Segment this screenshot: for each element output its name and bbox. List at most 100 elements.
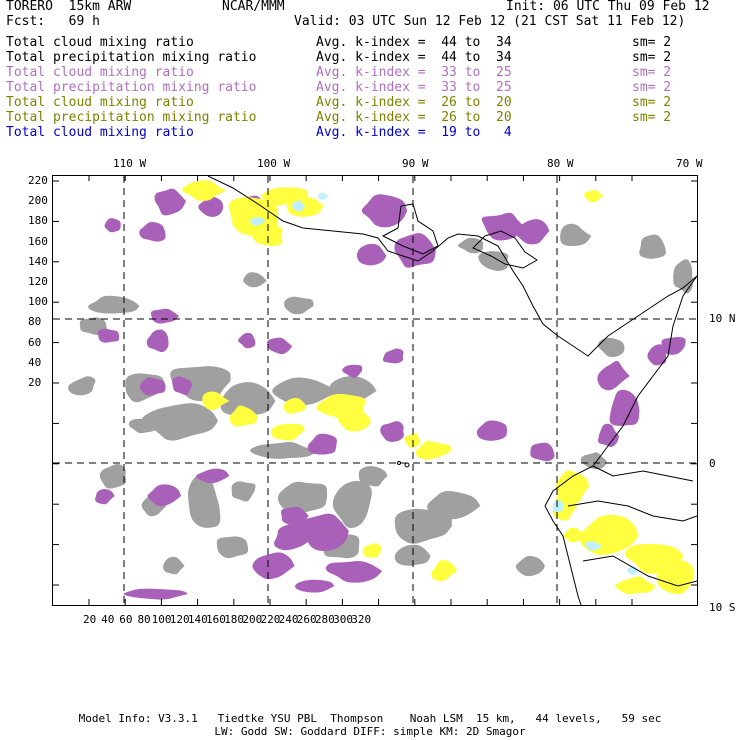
longitude-label: 80 W	[547, 157, 574, 170]
gray-cloud-region	[478, 251, 509, 272]
init-time: Init: 06 UTC Thu 09 Feb 12	[506, 0, 710, 14]
grid-y-label: 120	[28, 275, 48, 288]
purple-cloud-region	[598, 423, 620, 447]
legend-kindex-range: Avg. k-index = 44 to 34	[316, 35, 512, 50]
purple-cloud-region	[123, 588, 188, 600]
grid-x-label: 180	[224, 613, 245, 626]
purple-cloud-region	[266, 337, 293, 355]
yellow-precip-region	[270, 423, 305, 441]
grid-x-label: 300	[333, 613, 353, 626]
yellow-precip-region	[614, 576, 657, 595]
yellow-precip-region	[656, 560, 695, 595]
legend-kindex-range: Avg. k-index = 33 to 25	[316, 80, 512, 95]
legend-kindex-range: Avg. k-index = 19 to 4	[316, 125, 512, 140]
gray-cloud-region	[68, 376, 96, 396]
legend-row: Total precipitation mixing ratio Avg. k-i…	[6, 110, 734, 125]
yellow-precip-region	[563, 527, 585, 543]
gray-cloud-region	[639, 234, 667, 259]
legend-field-label: Total precipitation mixing ratio	[6, 110, 257, 125]
grid-x-label: 240	[278, 613, 299, 626]
legend-smoothing: sm= 2	[632, 80, 672, 95]
purple-cloud-region	[476, 420, 507, 441]
grid-y-label: 160	[28, 234, 48, 248]
legend-smoothing: sm= 2	[632, 110, 672, 125]
gray-cloud-region	[427, 491, 481, 520]
purple-cloud-region	[356, 243, 387, 266]
yellow-precip-region	[584, 190, 604, 203]
yellow-precip-region	[252, 223, 283, 247]
purple-cloud-region	[139, 377, 166, 396]
yellow-precip-region	[202, 391, 230, 410]
purple-cloud-region	[530, 442, 555, 462]
legend-kindex-range: Avg. k-index = 26 to 20	[316, 95, 512, 110]
grid-x-label: 160	[206, 613, 226, 626]
purple-cloud-region	[647, 344, 667, 366]
yellow-precip-region	[362, 543, 382, 558]
grid-y-label: 80	[28, 315, 42, 329]
model-info-line: Model Info: V3.3.1 Tiedtke YSU PBL Thomp…	[78, 712, 662, 725]
legend-field-label: Total precipitation mixing ratio	[6, 80, 257, 95]
grid-y-label: 180	[28, 214, 48, 228]
grid-y-label: 40	[28, 355, 42, 369]
legend-smoothing: sm= 2	[632, 50, 672, 65]
grid-x-label: 140	[187, 613, 208, 626]
yellow-precip-region	[431, 560, 458, 582]
legend-smoothing: sm= 2	[632, 95, 672, 110]
purple-cloud-region	[196, 468, 230, 484]
center-name: NCAR/MMM	[222, 0, 285, 14]
gray-cloud-region	[243, 272, 267, 288]
grid-x-label: 60	[119, 613, 133, 626]
purple-cloud-region	[307, 433, 338, 455]
grid-y-label: 140	[28, 254, 48, 268]
gray-cloud-region	[220, 382, 276, 417]
legend-smoothing: sm= 2	[632, 65, 672, 80]
purple-cloud-region	[147, 484, 182, 507]
purple-cloud-region	[514, 219, 550, 245]
legend-row: Total precipitation mixing ratio Avg. k-i…	[6, 80, 734, 95]
cloud-mixing-ratio-map	[53, 176, 697, 605]
grid-x-label: 100	[151, 613, 172, 626]
grid-x-label: 320	[351, 613, 372, 626]
purple-cloud-region	[382, 348, 404, 364]
grid-x-label: 80	[137, 613, 151, 626]
legend-kindex-range: Avg. k-index = 44 to 34	[316, 50, 512, 65]
legend-row: Total cloud mixing ratio Avg. k-index = 3…	[6, 65, 734, 80]
purple-cloud-region	[301, 513, 349, 552]
gray-cloud-region	[277, 481, 328, 515]
yellow-precip-region	[229, 405, 258, 427]
cyan-precip-core	[291, 200, 305, 212]
gray-cloud-region	[394, 508, 452, 544]
purple-cloud-region	[97, 328, 120, 343]
purple-cloud-region	[280, 506, 309, 526]
grid-y-label: 200	[28, 194, 48, 208]
legend-row: Total cloud mixing ratio Avg. k-index = 2…	[6, 95, 734, 110]
grid-x-label: 280	[314, 613, 335, 626]
yellow-precip-region	[182, 180, 227, 201]
purple-cloud-region	[342, 364, 363, 378]
legend-field-label: Total precipitation mixing ratio	[6, 50, 257, 65]
legend-row: Total precipitation mixing ratio Avg. k-i…	[6, 50, 734, 65]
gray-cloud-region	[560, 223, 592, 247]
longitude-label: 100 W	[257, 157, 291, 170]
purple-cloud-region	[325, 560, 383, 583]
gray-cloud-region	[358, 466, 388, 487]
yellow-precip-region	[283, 397, 307, 414]
yellow-precip-region	[337, 412, 371, 432]
gray-cloud-region	[272, 377, 339, 406]
purple-cloud-region	[380, 421, 404, 442]
grid-x-label: 200	[242, 613, 263, 626]
longitude-label: 110 W	[113, 157, 147, 170]
gray-cloud-region	[231, 481, 256, 502]
legend-field-label: Total cloud mixing ratio	[6, 95, 194, 110]
gray-cloud-region	[597, 337, 625, 358]
grid-y-label: 220	[28, 174, 48, 187]
coastline	[592, 465, 694, 482]
model-title: TORERO 15km ARW	[6, 0, 132, 14]
gray-cloud-region	[250, 441, 318, 459]
purple-cloud-region	[252, 552, 295, 580]
legend-row: Total cloud mixing ratio Avg. k-index = 4…	[6, 35, 734, 50]
longitude-label: 90 W	[402, 157, 429, 170]
purple-cloud-region	[150, 308, 179, 324]
legend-kindex-range: Avg. k-index = 33 to 25	[316, 65, 512, 80]
grid-x-label: 220	[260, 613, 281, 626]
